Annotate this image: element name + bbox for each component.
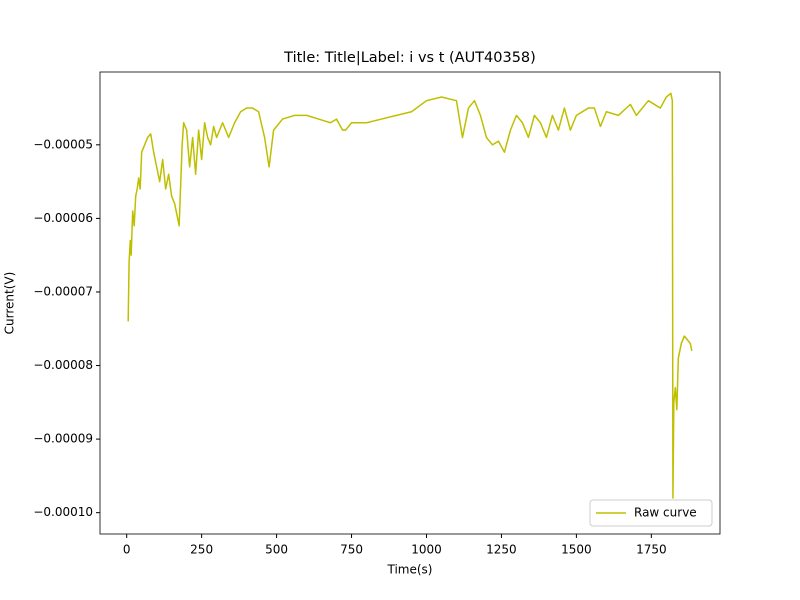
x-tick-label: 1750 — [636, 543, 667, 557]
y-tick-label: −0.00008 — [33, 358, 93, 372]
x-tick-label: 1250 — [486, 543, 517, 557]
legend-box — [589, 499, 713, 527]
y-axis-label: Current(V) — [3, 272, 17, 335]
x-tick-label: 750 — [340, 543, 363, 557]
chart-title: Title: Title|Label: i vs t (AUT40358) — [283, 50, 536, 66]
x-tick-label: 0 — [123, 543, 131, 557]
y-tick-label: −0.00007 — [33, 284, 93, 298]
data-line — [127, 92, 693, 499]
y-tick-label: −0.00009 — [33, 432, 93, 446]
x-tick-label: 1500 — [561, 543, 592, 557]
legend-label: Raw curve — [634, 506, 697, 520]
x-tick-label: 500 — [265, 543, 288, 557]
x-tick-label: 1000 — [411, 543, 442, 557]
x-tick-label: 250 — [190, 543, 213, 557]
y-tick-label: −0.00010 — [33, 505, 93, 519]
y-tick-label: −0.00005 — [33, 137, 93, 151]
plot-frame — [99, 71, 721, 535]
y-tick-label: −0.00006 — [33, 211, 93, 225]
x-axis-label: Time(s) — [387, 563, 433, 577]
